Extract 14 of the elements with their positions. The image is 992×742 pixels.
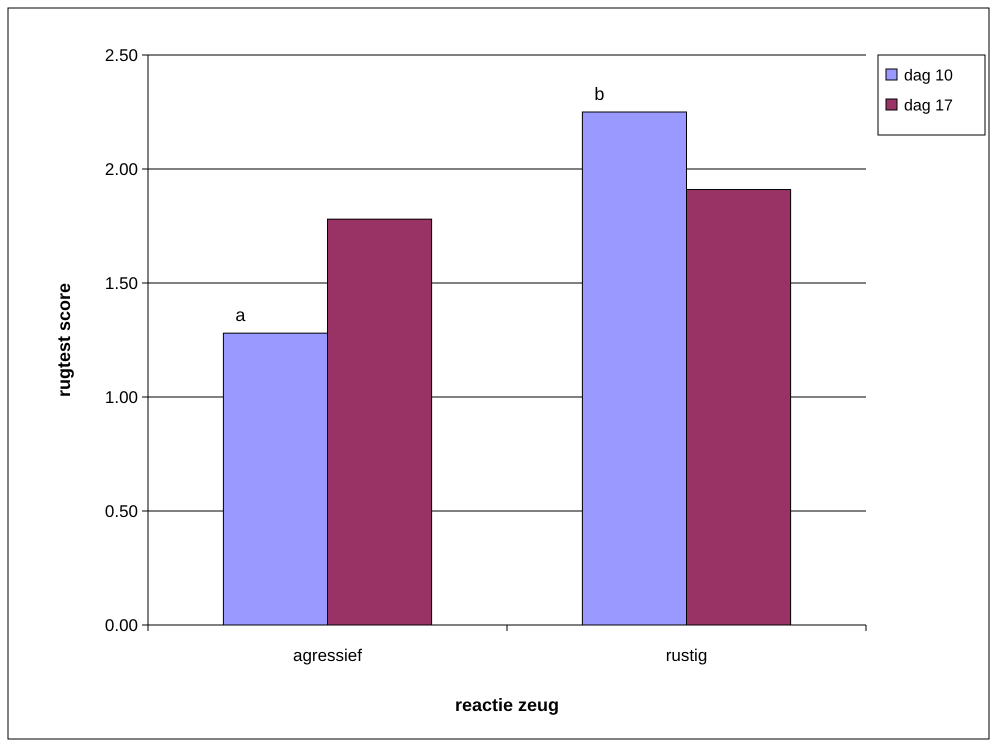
y-tick-label: 2.00 (104, 160, 138, 179)
x-tick-label: agressief (293, 646, 362, 665)
y-tick-label: 1.50 (104, 274, 138, 293)
y-tick-label: 0.00 (104, 616, 138, 635)
x-tick-label: rustig (666, 646, 708, 665)
y-axis-title: rugtest score (54, 282, 74, 398)
y-tick-label: 0.50 (104, 502, 138, 521)
y-tick-label: 1.00 (104, 388, 138, 407)
x-axis-title: reactie zeug (454, 695, 560, 715)
annotation: b (594, 84, 604, 104)
y-tick-label: 2.50 (104, 46, 138, 65)
annotation: a (235, 305, 246, 326)
legend-label: dag 17 (904, 98, 954, 115)
legend-label: dag 10 (904, 68, 954, 85)
